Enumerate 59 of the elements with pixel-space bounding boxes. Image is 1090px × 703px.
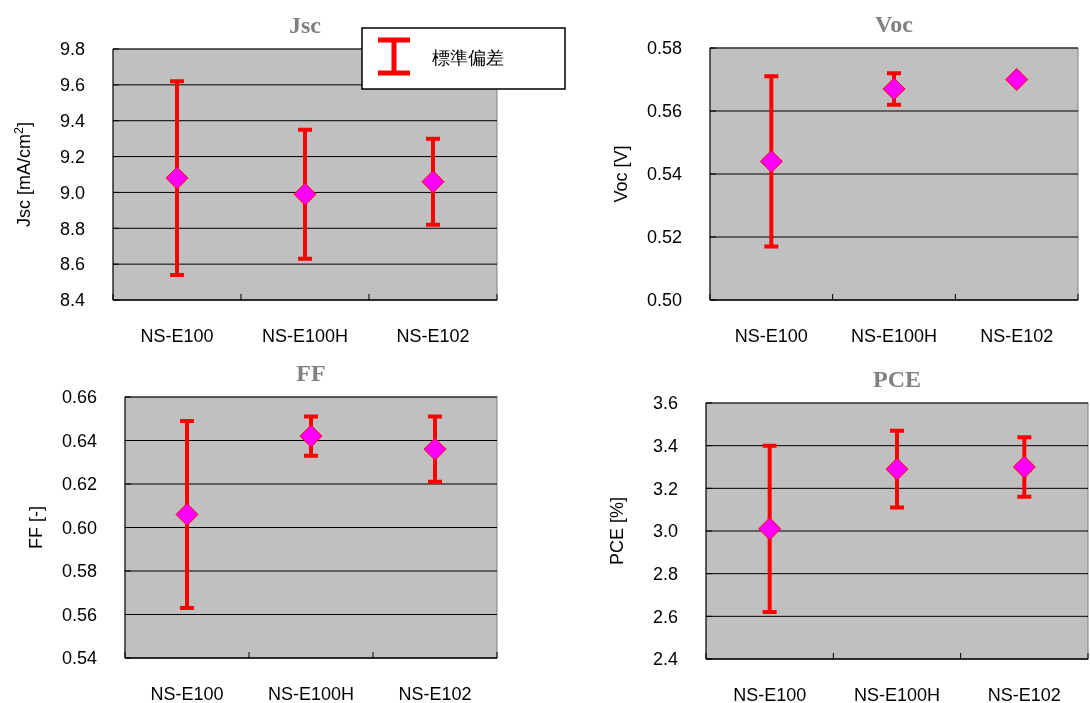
x-tick-label: NS-E102 [980, 326, 1054, 346]
x-tick-label: NS-E100H [850, 326, 938, 346]
point [1012, 455, 1036, 479]
y-tick-label: 0.58 [646, 38, 682, 59]
y-tick-label: 0.54 [61, 648, 97, 669]
point [299, 424, 323, 448]
chart-title: FF [296, 360, 326, 386]
y-tick-label: 9.6 [59, 75, 85, 96]
x-tick-label: NS-E100 [733, 685, 807, 703]
chart-title: PCE [873, 366, 921, 392]
y-tick-label: 0.56 [646, 101, 682, 122]
x-tick-label: NS-E100 [140, 326, 214, 346]
y-tick-label: 8.4 [59, 290, 85, 311]
y-tick-label: 8.6 [59, 254, 85, 275]
y-tick-label: 3.6 [652, 393, 678, 414]
y-tick-label: 3.2 [652, 478, 678, 499]
point [175, 502, 199, 526]
x-tick-label: NS-E100H [853, 685, 941, 703]
point [759, 149, 783, 173]
y-tick-label: 2.8 [652, 563, 678, 584]
y-tick-label: 0.50 [646, 290, 682, 311]
x-tick-label: NS-E102 [987, 685, 1061, 703]
point [1005, 68, 1029, 91]
y-tick-label: 0.54 [646, 164, 682, 185]
y-tick-label: 3.0 [652, 521, 678, 542]
x-tick-label: NS-E100H [267, 684, 355, 703]
y-tick-label: 9.4 [59, 111, 85, 132]
y-tick-label: 0.52 [646, 227, 682, 248]
y-tick-label: 9.8 [59, 39, 85, 60]
point [423, 437, 447, 461]
chart-title: Voc [875, 11, 914, 37]
y-axis-title: PCE [%] [607, 496, 627, 566]
point [293, 182, 317, 206]
y-tick-label: 0.58 [61, 561, 97, 582]
y-tick-label: 2.4 [652, 649, 678, 670]
x-tick-label: NS-E102 [398, 684, 472, 703]
y-axis-title: FF [-] [26, 506, 46, 549]
y-tick-label: 0.62 [61, 474, 97, 495]
y-tick-label: 9.0 [59, 182, 85, 203]
y-axis-title: Voc [V] [611, 145, 631, 203]
legend-label: 標準偏差 [432, 48, 504, 69]
y-tick-label: 8.8 [59, 218, 85, 239]
x-tick-label: NS-E100 [150, 684, 224, 703]
y-tick-label: 0.64 [61, 430, 97, 451]
y-tick-label: 9.2 [59, 146, 85, 167]
y-tick-label: 2.6 [652, 606, 678, 627]
point [165, 166, 189, 190]
y-tick-label: 3.4 [652, 435, 678, 456]
point [421, 170, 445, 194]
point [758, 517, 782, 541]
x-tick-label: NS-E100H [261, 326, 349, 346]
point [885, 457, 909, 481]
x-tick-label: NS-E100 [734, 326, 808, 346]
y-tick-label: 0.56 [61, 604, 97, 625]
y-tick-label: 0.66 [61, 387, 97, 408]
x-tick-label: NS-E102 [396, 326, 470, 346]
y-tick-label: 0.60 [61, 517, 97, 538]
point [882, 77, 906, 101]
chart-title: Jsc [289, 12, 322, 38]
